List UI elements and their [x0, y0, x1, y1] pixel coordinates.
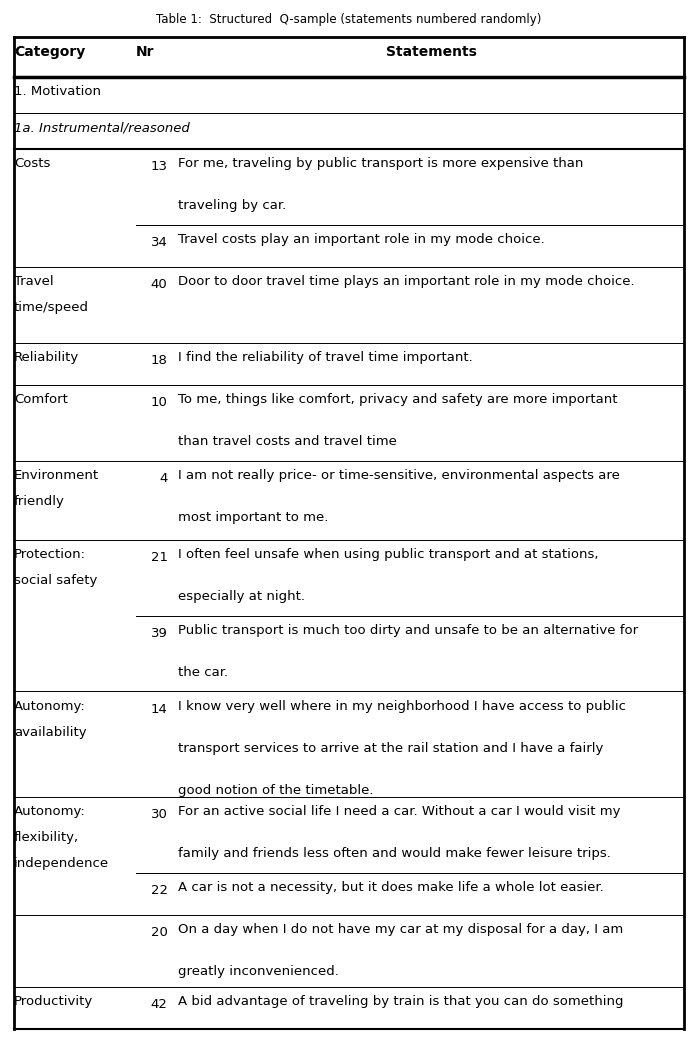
Text: A car is not a necessity, but it does make life a whole lot easier.: A car is not a necessity, but it does ma…	[178, 881, 604, 894]
Text: A bid advantage of traveling by train is that you can do something: A bid advantage of traveling by train is…	[178, 995, 623, 1008]
Text: Productivity: Productivity	[14, 995, 94, 1008]
Text: 18: 18	[151, 354, 168, 367]
Text: Nr: Nr	[136, 45, 155, 59]
Text: Costs: Costs	[14, 157, 50, 170]
Text: Travel costs play an important role in my mode choice.: Travel costs play an important role in m…	[178, 233, 544, 246]
Text: Travel

time/speed: Travel time/speed	[14, 275, 89, 314]
Text: 20: 20	[151, 926, 168, 939]
Text: 34: 34	[151, 236, 168, 249]
Text: 1a. Instrumental/reasoned: 1a. Instrumental/reasoned	[14, 121, 190, 134]
Text: 39: 39	[151, 627, 168, 640]
Text: 10: 10	[151, 396, 168, 409]
Text: Public transport is much too dirty and unsafe to be an alternative for

the car.: Public transport is much too dirty and u…	[178, 624, 638, 679]
Text: For me, traveling by public transport is more expensive than

traveling by car.: For me, traveling by public transport is…	[178, 157, 584, 212]
Text: For an active social life I need a car. Without a car I would visit my

family a: For an active social life I need a car. …	[178, 805, 621, 860]
Text: I am not really price- or time-sensitive, environmental aspects are

most import: I am not really price- or time-sensitive…	[178, 469, 620, 524]
Text: Autonomy:

availability: Autonomy: availability	[14, 700, 87, 739]
Text: To me, things like comfort, privacy and safety are more important

than travel c: To me, things like comfort, privacy and …	[178, 393, 618, 448]
Text: 13: 13	[151, 160, 168, 173]
Text: 4: 4	[159, 472, 168, 485]
Text: 40: 40	[151, 278, 168, 291]
Text: I often feel unsafe when using public transport and at stations,

especially at : I often feel unsafe when using public tr…	[178, 548, 598, 603]
Text: 42: 42	[151, 998, 168, 1011]
Text: Table 1:  Structured  Q-sample (statements numbered randomly): Table 1: Structured Q-sample (statements…	[156, 13, 542, 25]
Text: Environment

friendly: Environment friendly	[14, 469, 99, 508]
Text: On a day when I do not have my car at my disposal for a day, I am

greatly incon: On a day when I do not have my car at my…	[178, 923, 623, 978]
Text: Comfort: Comfort	[14, 393, 68, 406]
Text: 14: 14	[151, 703, 168, 716]
Text: I know very well where in my neighborhood I have access to public

transport ser: I know very well where in my neighborhoo…	[178, 700, 626, 797]
Text: Category: Category	[14, 45, 85, 59]
Text: Protection:

social safety: Protection: social safety	[14, 548, 97, 587]
Text: Door to door travel time plays an important role in my mode choice.: Door to door travel time plays an import…	[178, 275, 634, 288]
Text: Reliability: Reliability	[14, 351, 79, 364]
Text: I find the reliability of travel time important.: I find the reliability of travel time im…	[178, 351, 473, 364]
Text: Autonomy:

flexibility,

independence: Autonomy: flexibility, independence	[14, 805, 109, 871]
Text: 21: 21	[151, 551, 168, 564]
Text: 1. Motivation: 1. Motivation	[14, 85, 101, 98]
Text: Statements: Statements	[385, 45, 477, 59]
Text: 22: 22	[151, 884, 168, 897]
Text: 30: 30	[151, 808, 168, 821]
